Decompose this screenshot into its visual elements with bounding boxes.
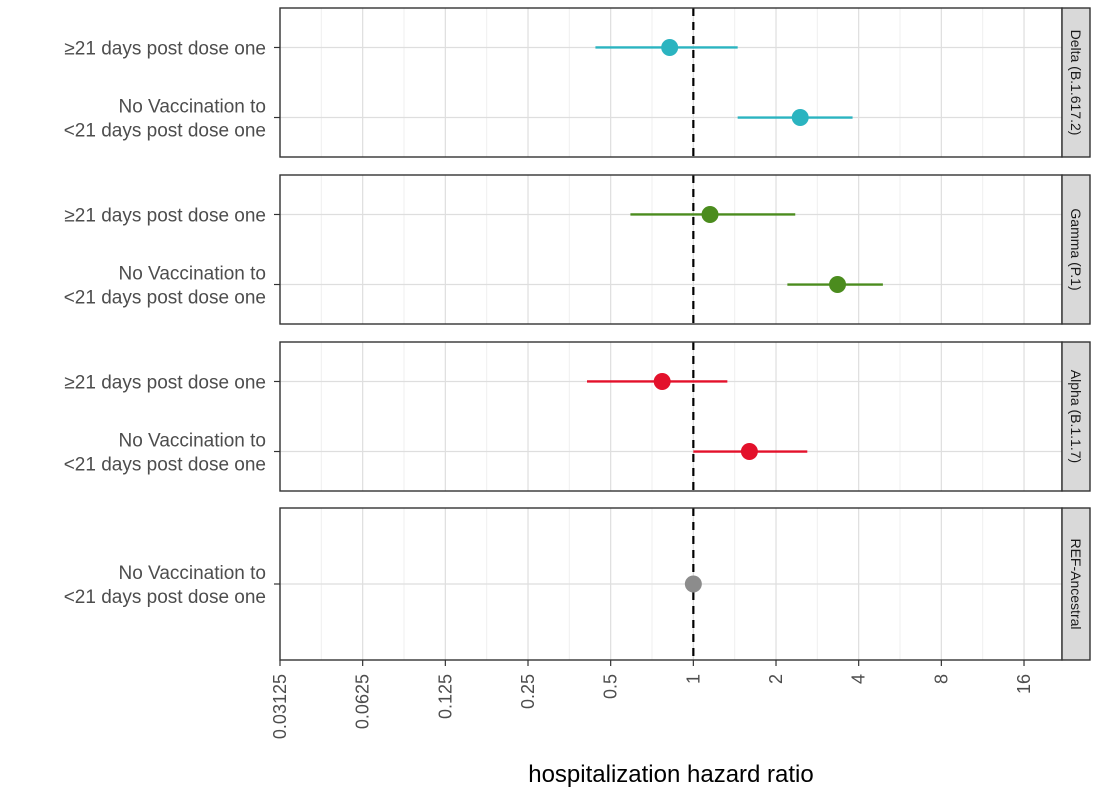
facet-panel: ≥21 days post dose one No Vaccination to <… xyxy=(64,174,1091,325)
row-label: <21 days post dose one xyxy=(64,587,266,608)
facet-strip-label: Gamma (P.1) xyxy=(1068,208,1084,290)
panel-background xyxy=(280,175,1062,324)
row-label: No Vaccination to xyxy=(118,97,266,118)
facet-panel: ≥21 days post dose one No Vaccination to <… xyxy=(64,341,1091,492)
point-estimate xyxy=(740,443,758,461)
facet-strip-label: Delta (B.1.617.2) xyxy=(1068,30,1084,136)
facet-panel: No Vaccination to <21 days post dose one R… xyxy=(64,507,1091,661)
point-estimate xyxy=(661,38,679,56)
row-label: ≥21 days post dose one xyxy=(64,372,266,393)
row-label: <21 days post dose one xyxy=(64,455,266,476)
point-estimate xyxy=(791,109,809,127)
x-tick-label: 0.0625 xyxy=(353,674,373,729)
row-label: ≥21 days post dose one xyxy=(64,38,266,59)
point-estimate xyxy=(829,276,847,294)
point-estimate xyxy=(653,372,671,390)
x-tick-label: 2 xyxy=(766,674,786,684)
x-tick-label: 16 xyxy=(1014,674,1034,694)
x-tick-label: 0.03125 xyxy=(270,674,290,739)
row-label: ≥21 days post dose one xyxy=(64,205,266,226)
row-label: <21 days post dose one xyxy=(64,121,266,142)
point-estimate xyxy=(684,575,702,593)
row-label: No Vaccination to xyxy=(118,563,266,584)
x-axis-title: hospitalization hazard ratio xyxy=(528,761,814,788)
facet-strip xyxy=(1061,174,1091,325)
x-tick-label: 0.125 xyxy=(435,674,455,719)
facet-strip-label: Alpha (B.1.1.7) xyxy=(1068,370,1084,463)
panel-background xyxy=(280,342,1062,491)
row-label: No Vaccination to xyxy=(118,431,266,452)
x-tick-label: 0.5 xyxy=(601,674,621,699)
facet-strip xyxy=(1061,341,1091,492)
x-tick-label: 0.25 xyxy=(518,674,538,709)
row-label: <21 days post dose one xyxy=(64,288,266,309)
facet-strip-label: REF-Ancestral xyxy=(1068,538,1084,629)
x-tick-label: 1 xyxy=(683,674,703,684)
facet-strip xyxy=(1061,507,1091,661)
x-tick-label: 4 xyxy=(849,674,869,684)
panel-background xyxy=(280,8,1062,157)
x-axis: 0.03125 0.0625 0.125 0.25 0.5 1 2 4 8 16 xyxy=(270,660,1034,739)
facet-panel: ≥21 days post dose one No Vaccination to <… xyxy=(64,7,1091,158)
x-tick-label: 8 xyxy=(931,674,951,684)
row-label: No Vaccination to xyxy=(118,264,266,285)
facet-strip xyxy=(1061,7,1091,158)
point-estimate xyxy=(701,205,719,223)
